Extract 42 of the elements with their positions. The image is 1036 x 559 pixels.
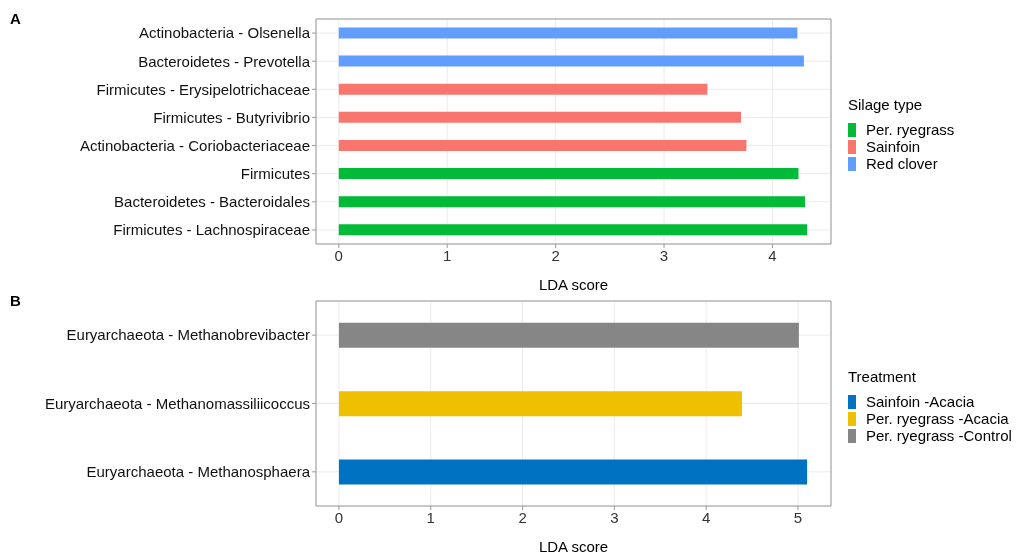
legend-title: Silage type (848, 96, 924, 113)
legend-label: Red clover (866, 155, 938, 172)
text: A (10, 10, 21, 27)
x-tick-label: 3 (659, 246, 669, 264)
y-tick-label: Euryarchaeota - Methanomassiliicoccus (44, 394, 310, 412)
legend-title: Treatment (848, 368, 917, 385)
x-tick-label: 0 (334, 246, 343, 264)
y-tick-label: Actinobacteria - Olsenella (139, 24, 311, 42)
y-tick-label: Actinobacteria - Coriobacteriaceae (79, 136, 310, 154)
legend-label: Per. ryegrass (866, 121, 955, 138)
x-axis-title: LDA score (538, 538, 609, 555)
x-tick-label: 2 (551, 246, 560, 264)
x-tick-label: 4 (701, 508, 711, 526)
x-axis-title: LDA score (538, 276, 609, 293)
bar (338, 83, 708, 95)
bar (338, 196, 805, 208)
x-tick-label: 1 (426, 508, 435, 526)
y-tick-label: Firmicutes - Lachnospiraceae (113, 221, 310, 239)
y-tick-label: Firmicutes (240, 165, 310, 183)
bar (338, 111, 742, 123)
y-tick-label: Bacteroidetes - Bacteroidales (114, 193, 310, 211)
legend-label: Per. ryegrass -Acacia (866, 410, 1009, 427)
y-tick-label: Firmicutes - Erysipelotrichaceae (96, 80, 310, 98)
y-tick-label: Euryarchaeota - Methanosphaera (86, 463, 311, 481)
x-tick-label: 1 (443, 246, 452, 264)
legend-label: Sainfoin (866, 138, 921, 155)
x-tick-label: 0 (334, 508, 344, 526)
y-tick-label: Firmicutes - Butyrivibrio (153, 108, 310, 126)
y-tick-label: Euryarchaeota - Methanobrevibacter (66, 326, 310, 344)
x-tick-label: 4 (768, 246, 777, 264)
bar (338, 55, 804, 67)
legend-label: Sainfoin -Acacia (866, 393, 975, 410)
y-tick-label: Bacteroidetes - Prevotella (138, 52, 311, 70)
bar (338, 224, 808, 236)
legend-label: Per. ryegrass -Control (866, 427, 1012, 444)
x-tick-label: 5 (793, 508, 803, 526)
x-tick-label: 3 (610, 508, 619, 526)
x-tick-label: 2 (518, 508, 527, 526)
text: B (10, 292, 21, 309)
bar (338, 139, 747, 151)
bar (338, 168, 799, 180)
bar (338, 27, 798, 39)
